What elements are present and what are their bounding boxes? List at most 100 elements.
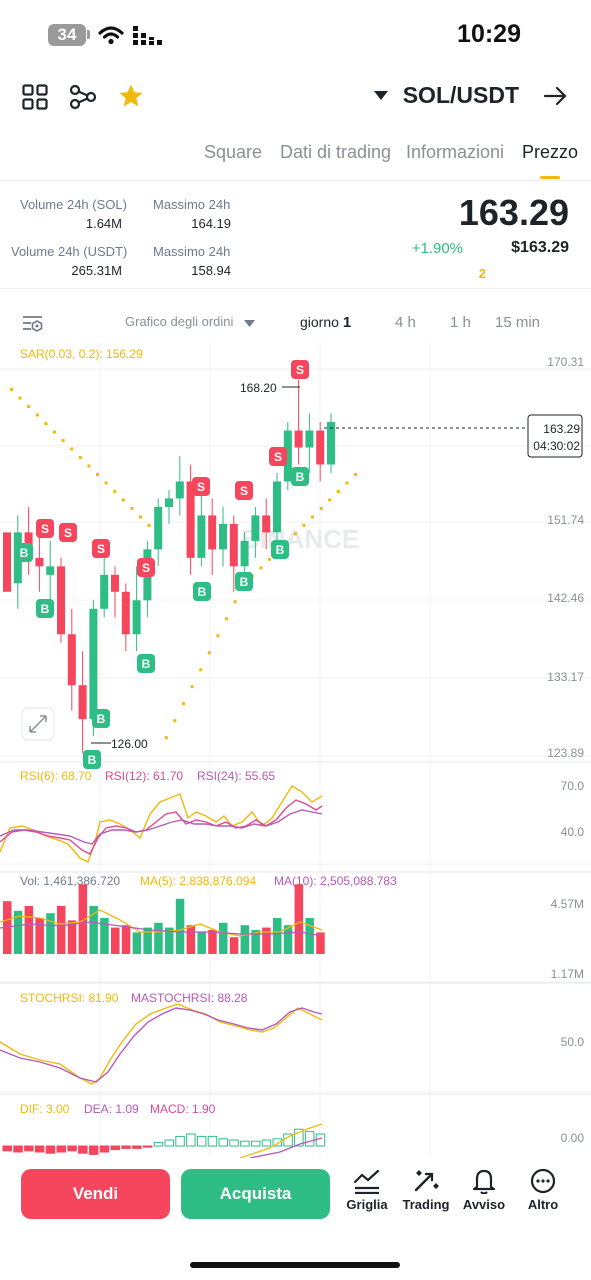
order-chart-toggle[interactable]: Grafico degli ordini — [125, 314, 234, 329]
tab-trading-data[interactable]: Dati di trading — [280, 142, 392, 162]
candle — [100, 574, 109, 609]
volume-bar — [13, 910, 23, 954]
macd-bar — [164, 1139, 174, 1147]
candle — [251, 515, 260, 541]
grid-icon[interactable] — [22, 84, 48, 110]
trading-bot-icon — [414, 1170, 439, 1192]
sar-dot — [78, 455, 82, 459]
timeframe-15m[interactable]: 15 min — [495, 314, 541, 331]
volume-bar — [175, 898, 185, 954]
sar-dot — [27, 405, 31, 409]
vol-ma5-label: MA(5): 2,838,876.094 — [140, 874, 256, 888]
svg-text:S: S — [274, 450, 282, 464]
volume-bar — [283, 925, 293, 954]
alert-label: Avviso — [462, 1197, 506, 1212]
sar-dot — [328, 498, 332, 502]
sar-dot — [164, 736, 168, 740]
buy-marker: B — [271, 540, 289, 559]
volume-bar — [262, 927, 271, 954]
home-indicator — [190, 1262, 400, 1268]
more-action[interactable]: Altro — [515, 1168, 571, 1212]
grid-trading-action[interactable]: Griglia — [339, 1168, 395, 1212]
sell-marker: S — [291, 360, 309, 379]
buy-button[interactable]: Acquista — [181, 1169, 330, 1219]
vol-usdt-label: Volume 24h (USDT) — [11, 244, 128, 259]
svg-text:S: S — [240, 484, 248, 498]
grid-chart-icon — [353, 1169, 380, 1194]
svg-text:S: S — [142, 561, 150, 575]
volume-bar — [305, 918, 314, 954]
svg-text:S: S — [64, 526, 72, 540]
volume-bar — [219, 922, 228, 954]
timeframe-4h[interactable]: 4 h — [395, 314, 416, 331]
volume-bar — [273, 918, 282, 954]
candle — [67, 634, 76, 686]
vol-ma10-label: MA(10): 2,505,088.783 — [274, 874, 397, 888]
candle — [197, 515, 206, 558]
macd-bar — [45, 1145, 56, 1154]
sar-dot — [104, 481, 108, 485]
volume-bar — [251, 930, 260, 954]
sar-dot — [70, 447, 74, 451]
volume-bar — [111, 927, 120, 954]
timeframe-1h[interactable]: 1 h — [450, 314, 471, 331]
buy-marker: B — [291, 467, 309, 486]
tab-info[interactable]: Informazioni — [406, 142, 505, 162]
clock: 10:29 — [457, 20, 521, 48]
high-marker: 168.20 — [240, 381, 277, 395]
macd-dea-line — [249, 1137, 323, 1158]
sar-dot — [182, 702, 185, 706]
low-24h-label: Massimo 24h — [153, 244, 231, 259]
rsi24-line — [0, 809, 323, 845]
pair-dropdown-icon[interactable] — [374, 91, 388, 101]
arrow-right-icon[interactable] — [543, 84, 569, 108]
sar-dot — [96, 472, 99, 476]
favorite-star-icon[interactable] — [118, 83, 144, 109]
candle — [219, 523, 227, 550]
trading-label: Trading — [402, 1197, 450, 1212]
pair-selector[interactable]: SOL/USDT — [402, 82, 519, 108]
macd-bar — [196, 1135, 207, 1147]
tab-price[interactable]: Prezzo — [522, 142, 579, 162]
sar-dot — [319, 506, 323, 510]
fullscreen-icon[interactable] — [21, 707, 55, 741]
sar-dot — [293, 532, 297, 536]
share-nodes-icon[interactable] — [69, 84, 97, 110]
rsi6-line — [0, 785, 323, 863]
volume-bar — [89, 906, 98, 954]
timeframe-day[interactable]: giorno 1 — [300, 314, 351, 331]
volume-bar — [143, 927, 152, 954]
current-price-label: 163.29 — [543, 422, 580, 436]
sell-marker: S — [235, 481, 253, 500]
y-tick: 151.74 — [547, 513, 584, 527]
svg-text:S: S — [296, 363, 304, 377]
vol-y-top: 4.57M — [551, 897, 584, 911]
tab-active-indicator — [540, 176, 560, 179]
tab-square[interactable]: Square — [204, 142, 263, 162]
top-navigation: SOL/USDT — [0, 72, 591, 122]
macd-dif-label: DIF: 3.00 — [20, 1102, 70, 1116]
sar-dot — [190, 685, 194, 689]
macd-bar — [99, 1145, 110, 1153]
sell-button[interactable]: Vendi — [21, 1169, 170, 1219]
chart-area[interactable]: SAR(0.03, 0.2): 156.29 170.31 151.74 142… — [0, 342, 591, 1158]
sar-dot — [61, 439, 65, 443]
svg-text:B: B — [296, 470, 305, 484]
candle — [240, 540, 249, 567]
stochrsi-line — [0, 1003, 323, 1085]
sar-dot — [207, 651, 211, 655]
battery-level: 34 — [57, 25, 77, 44]
volume-bar — [186, 925, 196, 954]
macd-bar — [67, 1145, 77, 1152]
svg-text:B: B — [142, 657, 151, 671]
candle — [316, 430, 325, 465]
mastochrsi-line — [0, 1007, 323, 1083]
buy-marker: B — [92, 709, 110, 728]
alert-action[interactable]: Avviso — [456, 1168, 512, 1212]
chevron-down-icon[interactable] — [244, 320, 255, 328]
chart-settings-icon[interactable] — [22, 314, 44, 334]
sar-dot — [302, 523, 306, 527]
trading-action[interactable]: Trading — [398, 1168, 454, 1212]
macd-dea-label: DEA: 1.09 — [84, 1102, 139, 1116]
sar-dot — [268, 557, 271, 561]
